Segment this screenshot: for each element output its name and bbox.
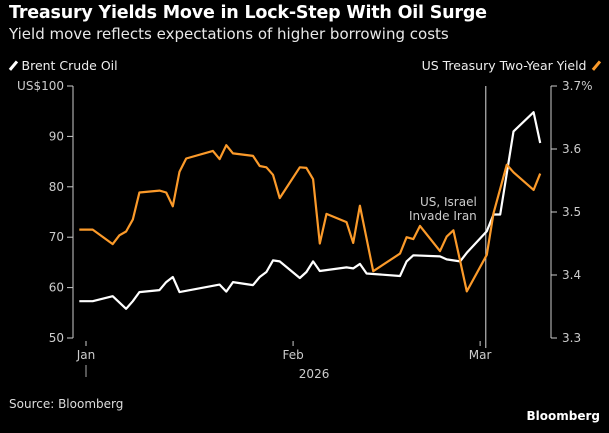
chart-subtitle: Yield move reflects expectations of high…: [9, 25, 449, 43]
right-axis-tick-label: 3.5: [562, 205, 581, 219]
x-axis-tick-label: Mar: [469, 348, 492, 362]
legend-item-brent: Brent Crude Oil: [8, 58, 118, 73]
bloomberg-logo: Bloomberg: [526, 409, 601, 423]
x-axis-year-label: 2026: [299, 367, 330, 381]
event-annotation-text: Invade Iran: [409, 209, 477, 223]
treasury-yield-line: [79, 144, 542, 293]
brent-crude-line: [79, 111, 542, 310]
left-axis-tick-label: 50: [49, 331, 64, 345]
right-axis-tick-label: 3.4: [562, 268, 581, 282]
left-axis-tick-label: US$100: [17, 79, 64, 93]
left-axis-tick-label: 70: [49, 230, 64, 244]
legend-label: US Treasury Two-Year Yield: [421, 58, 587, 73]
right-axis-tick-label: 3.7%: [562, 79, 593, 93]
source-note: Source: Bloomberg: [9, 397, 124, 411]
left-axis-tick-label: 60: [49, 281, 64, 295]
x-axis-tick-label: Feb: [282, 348, 303, 362]
left-axis-tick-label: 80: [49, 180, 64, 194]
right-axis-tick-label: 3.6: [562, 142, 581, 156]
right-axis-tick-label: 3.3: [562, 331, 581, 345]
x-axis-tick-label: Jan: [76, 348, 96, 362]
chart-title: Treasury Yields Move in Lock-Step With O…: [9, 3, 487, 23]
event-annotation-text: US, Israel: [420, 195, 477, 209]
left-axis-tick-label: 90: [49, 129, 64, 143]
legend-label: Brent Crude Oil: [21, 58, 118, 73]
legend-item-treasury: US Treasury Two-Year Yield: [421, 58, 601, 73]
